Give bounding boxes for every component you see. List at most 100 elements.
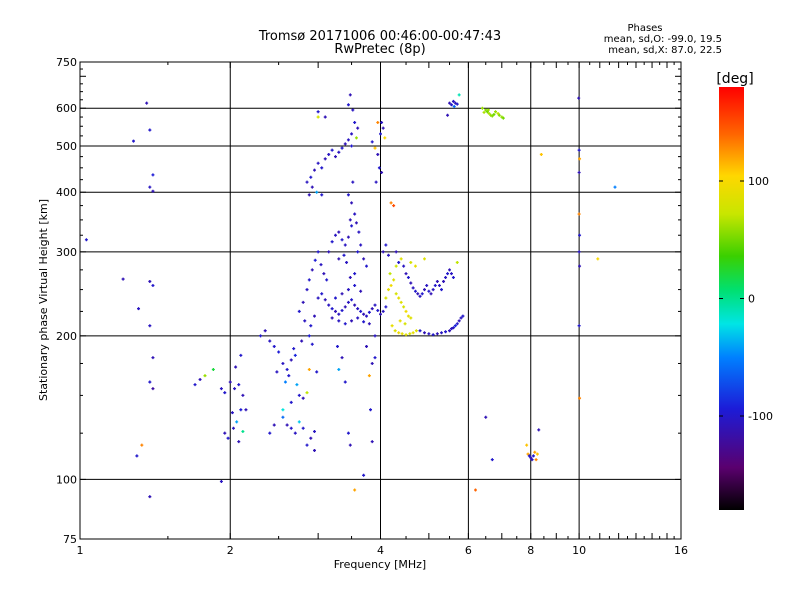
data-point bbox=[353, 303, 357, 307]
data-point bbox=[310, 185, 314, 189]
data-point bbox=[399, 300, 403, 304]
data-point bbox=[411, 286, 415, 290]
data-point bbox=[354, 221, 358, 225]
data-point bbox=[370, 307, 374, 311]
data-point bbox=[367, 310, 371, 314]
data-point bbox=[241, 393, 245, 397]
data-point bbox=[226, 436, 230, 440]
data-point bbox=[148, 279, 152, 283]
data-point bbox=[403, 322, 407, 326]
data-point bbox=[300, 339, 304, 343]
data-point bbox=[373, 303, 377, 307]
y-tick-label: 600 bbox=[56, 102, 77, 115]
data-point bbox=[487, 111, 491, 115]
data-point bbox=[325, 278, 329, 282]
data-point bbox=[370, 361, 374, 365]
data-point bbox=[307, 367, 311, 371]
data-point bbox=[446, 113, 450, 117]
data-point bbox=[526, 452, 530, 456]
data-point bbox=[404, 333, 408, 337]
data-point bbox=[577, 250, 581, 254]
data-point bbox=[388, 272, 392, 276]
data-point bbox=[440, 288, 443, 292]
data-point bbox=[453, 324, 457, 328]
data-point bbox=[219, 387, 223, 391]
data-point bbox=[297, 393, 301, 397]
data-point bbox=[384, 243, 388, 247]
data-point bbox=[484, 415, 488, 419]
data-point bbox=[384, 305, 388, 309]
y-axis-label: Stationary phase Virtual Height [km] bbox=[37, 199, 50, 401]
y-tick-label: 200 bbox=[56, 330, 77, 343]
data-point bbox=[343, 142, 347, 146]
data-point bbox=[394, 250, 398, 254]
data-point bbox=[578, 233, 582, 237]
data-point bbox=[362, 473, 366, 477]
data-point bbox=[309, 175, 313, 179]
data-point bbox=[333, 309, 337, 313]
data-point bbox=[198, 377, 202, 381]
data-point bbox=[346, 235, 350, 239]
y-tick-label: 500 bbox=[56, 140, 77, 153]
data-point bbox=[297, 309, 301, 313]
data-point bbox=[577, 148, 581, 152]
colorbar-tick-label: 0 bbox=[748, 293, 755, 306]
data-point bbox=[578, 157, 582, 161]
colorbar-tick-label: -100 bbox=[748, 410, 773, 423]
data-point bbox=[376, 152, 380, 156]
data-point bbox=[340, 292, 344, 296]
data-point bbox=[389, 201, 393, 205]
x-tick-label: 6 bbox=[465, 544, 472, 557]
data-point bbox=[346, 193, 350, 197]
data-point bbox=[359, 289, 363, 293]
data-point bbox=[305, 180, 309, 184]
data-point bbox=[337, 319, 341, 323]
data-point bbox=[237, 383, 241, 387]
data-point bbox=[346, 288, 350, 292]
data-point bbox=[530, 458, 534, 462]
data-point bbox=[234, 365, 238, 369]
data-point bbox=[427, 289, 431, 293]
x-axis-label: Frequency [MHz] bbox=[334, 558, 426, 571]
data-point bbox=[211, 367, 215, 371]
data-point bbox=[301, 396, 305, 400]
data-point bbox=[444, 330, 448, 334]
data-point bbox=[348, 93, 352, 97]
data-point bbox=[379, 132, 382, 136]
data-point bbox=[307, 193, 311, 197]
data-point bbox=[442, 279, 446, 283]
data-point bbox=[263, 329, 267, 333]
data-point bbox=[577, 212, 581, 216]
data-point bbox=[348, 443, 352, 447]
data-point bbox=[348, 276, 352, 280]
data-point bbox=[362, 312, 366, 316]
data-point bbox=[397, 296, 401, 300]
data-point bbox=[323, 115, 327, 119]
data-point bbox=[435, 279, 439, 283]
data-point bbox=[350, 132, 354, 136]
data-point bbox=[219, 479, 223, 483]
data-point bbox=[457, 319, 461, 323]
x-tick-label: 4 bbox=[377, 544, 384, 557]
data-point bbox=[351, 108, 355, 112]
data-point bbox=[333, 233, 337, 237]
data-point bbox=[369, 408, 373, 412]
stats-line-o: mean, sd,O: -99.0, 19.5 bbox=[604, 34, 722, 45]
colorbar bbox=[719, 87, 744, 510]
data-point bbox=[409, 281, 413, 285]
data-point bbox=[408, 332, 412, 336]
data-point bbox=[533, 450, 537, 454]
data-point bbox=[309, 324, 313, 328]
data-point bbox=[301, 300, 305, 304]
data-point bbox=[295, 383, 299, 387]
data-point bbox=[351, 180, 355, 184]
data-point bbox=[431, 333, 435, 337]
data-point bbox=[235, 420, 239, 424]
data-point bbox=[239, 353, 243, 357]
data-point bbox=[529, 456, 533, 460]
data-point bbox=[402, 305, 406, 309]
data-point bbox=[340, 356, 344, 360]
data-point bbox=[496, 111, 500, 115]
data-point bbox=[459, 316, 463, 320]
chart-title: Tromsø 20171006 00:46:00-00:47:43 bbox=[258, 29, 501, 44]
